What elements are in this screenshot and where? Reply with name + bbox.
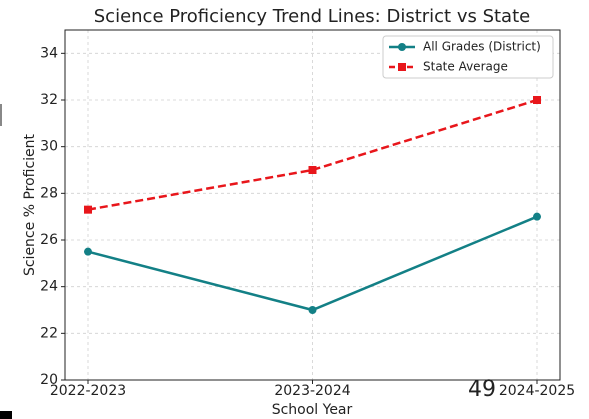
series-line	[87, 98, 538, 211]
legend-box	[382, 35, 554, 79]
y-tick-label: 28	[40, 185, 58, 201]
y-tick-label: 20	[40, 372, 58, 388]
annotation: 49	[468, 377, 496, 402]
data-point	[308, 166, 317, 174]
data-point	[84, 205, 92, 214]
x-tick-label: 2023-2024	[274, 383, 350, 399]
x-axis-label: School Year	[272, 402, 353, 418]
plot-frame	[64, 29, 561, 381]
x-tick-label: 2024-2025	[499, 383, 575, 399]
corner-block	[0, 411, 12, 419]
data-point	[533, 96, 541, 104]
y-tick-label: 26	[40, 232, 58, 248]
data-point	[308, 306, 317, 314]
y-tick-label: 32	[40, 92, 58, 108]
y-tick-label: 34	[40, 45, 58, 61]
legend-label: State Average	[423, 60, 508, 74]
legend-marker	[398, 63, 406, 71]
edge-mark	[0, 104, 2, 126]
data-point	[84, 247, 92, 256]
legend-marker	[398, 43, 406, 51]
data-point	[533, 212, 541, 221]
y-axis-label: Science % Proficient	[22, 133, 38, 276]
legend-label: All Grades (District)	[423, 40, 541, 54]
chart-title: Science Proficiency Trend Lines: Distric…	[94, 6, 530, 27]
y-tick-label: 22	[40, 325, 58, 341]
y-tick-label: 30	[40, 139, 58, 155]
x-tick-label: 2022-2023	[50, 383, 126, 399]
y-tick-label: 24	[40, 279, 58, 295]
